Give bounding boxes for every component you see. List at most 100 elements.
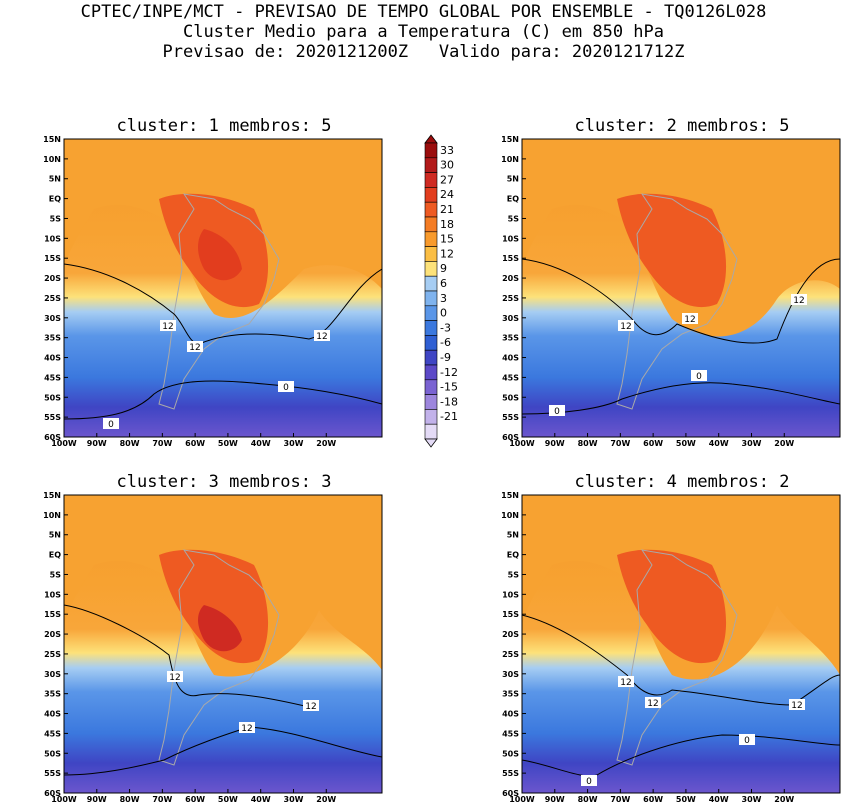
colorbar-label: 24 [440, 188, 454, 201]
lat-tick-label: 15S [44, 610, 61, 619]
lat-tick-label: 10S [44, 234, 61, 243]
colorbar-swatch [424, 275, 438, 292]
lat-tick-label: EQ [49, 551, 61, 560]
lat-tick-label: EQ [49, 195, 61, 204]
contour-label: 12 [162, 322, 173, 332]
colorbar-label: -3 [440, 321, 451, 334]
colorbar-label: -6 [440, 336, 451, 349]
lat-tick-label: 60S [44, 433, 61, 442]
panel-frame: 15N 10N 5N EQ 5S 10S 15S 20S 25S 30S 35S 40S 45S 50S 5… [501, 135, 841, 448]
colorbar-swatch [424, 364, 438, 381]
colorbar-label: 9 [440, 262, 447, 275]
lat-tick-label: 15N [43, 491, 61, 500]
lat-tick-label: 50S [502, 393, 519, 402]
header-line-2: Cluster Medio para a Temperatura (C) em … [182, 22, 665, 42]
lat-tick-label: 60S [44, 789, 61, 798]
panel-title: cluster: 2 membros: 5 [575, 116, 790, 136]
contour-label: 0 [283, 383, 289, 393]
lon-tick-label: 60W [643, 795, 663, 803]
lon-tick-label: 40W [251, 795, 271, 803]
lat-tick-label: 30S [44, 314, 61, 323]
colorbar-swatch [424, 172, 438, 188]
lon-tick-label: 90W [545, 795, 565, 803]
continent-outline [158, 193, 280, 410]
lon-tick-label: 30W [742, 795, 762, 803]
colorbar-swatch [424, 320, 438, 336]
lat-tick-label: 15N [43, 135, 61, 144]
colorbar-swatch [424, 423, 438, 440]
colorbar-swatch [424, 349, 438, 366]
colorbar-swatch [424, 379, 438, 395]
colorbar-swatch [424, 246, 438, 262]
lat-tick-label: 35S [44, 690, 61, 699]
lon-tick-label: 100W [509, 439, 535, 448]
colorbar-swatch [424, 201, 438, 218]
lat-tick-label: 5S [508, 214, 520, 223]
lat-tick-label: 50S [44, 749, 61, 758]
lat-tick-label: EQ [507, 551, 519, 560]
lat-tick-label: 55S [44, 413, 61, 422]
panel-title: cluster: 4 membros: 2 [575, 472, 790, 492]
lat-tick-label: 30S [502, 670, 519, 679]
lat-tick-label: 60S [502, 433, 519, 442]
colorbar-label: 18 [440, 218, 454, 231]
lon-tick-label: 90W [87, 439, 107, 448]
lat-tick-label: 30S [502, 314, 519, 323]
lat-tick-label: 50S [502, 749, 519, 758]
lat-tick-label: 30S [44, 670, 61, 679]
lat-tick-label: 5S [50, 214, 62, 223]
panel-title: cluster: 3 membros: 3 [117, 472, 332, 492]
contour-label: 12 [305, 702, 316, 712]
lat-tick-label: 20S [44, 630, 61, 639]
colorbar-label: 30 [440, 159, 454, 172]
contour-0 [521, 382, 841, 415]
contour-label: 12 [169, 673, 180, 683]
lat-tick-label: 25S [44, 294, 61, 303]
hot-center [198, 229, 242, 281]
continent-outline [616, 549, 738, 766]
colorbar-label: -21 [440, 410, 458, 423]
lat-tick-label: 50S [44, 393, 61, 402]
lat-tick-label: 45S [44, 729, 61, 738]
lat-tick-label: 10N [501, 155, 519, 164]
panel-cluster-3: cluster: 3 membros: 3 [63, 472, 383, 793]
lon-tick-label: 30W [284, 439, 304, 448]
lon-tick-label: 30W [284, 795, 304, 803]
colorbar-label: 6 [440, 277, 447, 290]
lon-tick-label: 30W [742, 439, 762, 448]
lat-tick-label: 15N [501, 491, 519, 500]
contour-label: 0 [744, 736, 750, 746]
colorbar-label: -15 [440, 381, 458, 394]
lon-tick-label: 20W [316, 439, 336, 448]
panel-title: cluster: 1 membros: 5 [117, 116, 332, 136]
contour-12 [521, 614, 841, 706]
panel-frame: 15N 10N 5N EQ 5S 10S 15S 20S 25S 30S 35S 40S 45S 50S 5… [501, 491, 841, 803]
colorbar-label: -18 [440, 395, 458, 408]
lat-tick-label: 45S [502, 729, 519, 738]
lat-tick-label: 10S [502, 590, 519, 599]
lat-tick-label: 20S [502, 630, 519, 639]
lat-tick-label: 40S [44, 354, 61, 363]
lat-tick-label: 40S [44, 710, 61, 719]
lon-tick-label: 90W [87, 795, 107, 803]
lon-tick-label: 20W [774, 795, 794, 803]
colorbar-label: -9 [440, 351, 451, 364]
colorbar-swatch [424, 409, 438, 425]
colorbar-label: 27 [440, 173, 454, 186]
lon-tick-label: 80W [120, 795, 140, 803]
lon-tick-label: 70W [610, 795, 630, 803]
lat-tick-label: 25S [44, 650, 61, 659]
lon-tick-label: 40W [709, 439, 729, 448]
contour-label: 12 [647, 699, 658, 709]
contour-12 [63, 604, 310, 708]
colorbar-swatch [424, 394, 438, 410]
lat-tick-label: 10S [44, 590, 61, 599]
contour-label: 12 [620, 322, 631, 332]
contour-0 [63, 380, 383, 420]
lon-tick-label: 100W [509, 795, 535, 803]
lon-tick-label: 80W [578, 795, 598, 803]
colorbar-label: 15 [440, 233, 454, 246]
colorbar-swatch [424, 187, 438, 203]
